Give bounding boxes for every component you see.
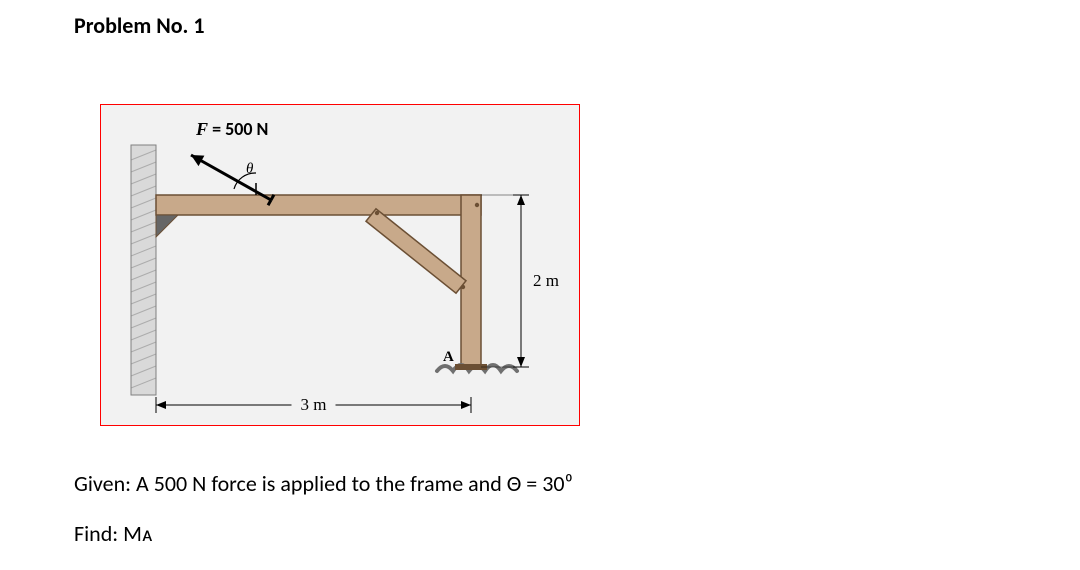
find-text: Find: Mᴀ — [74, 520, 153, 547]
svg-text:θ: θ — [246, 161, 254, 177]
given-text: Given: A 500 N force is applied to the f… — [74, 470, 573, 497]
svg-text:2 m: 2 m — [533, 271, 559, 290]
problem-title: Problem No. 1 — [74, 12, 205, 39]
frame-diagram: θ F = 500 N 3 m 2 m A — [101, 105, 580, 426]
svg-text:F = 500 N: F = 500 N — [195, 118, 268, 140]
svg-text:A: A — [443, 349, 454, 365]
svg-text:3 m: 3 m — [301, 395, 327, 414]
page: Problem No. 1 θ F = 500 N 3 m 2 m A Given: A… — [0, 0, 1080, 570]
figure-frame: θ F = 500 N 3 m 2 m A — [100, 104, 580, 426]
